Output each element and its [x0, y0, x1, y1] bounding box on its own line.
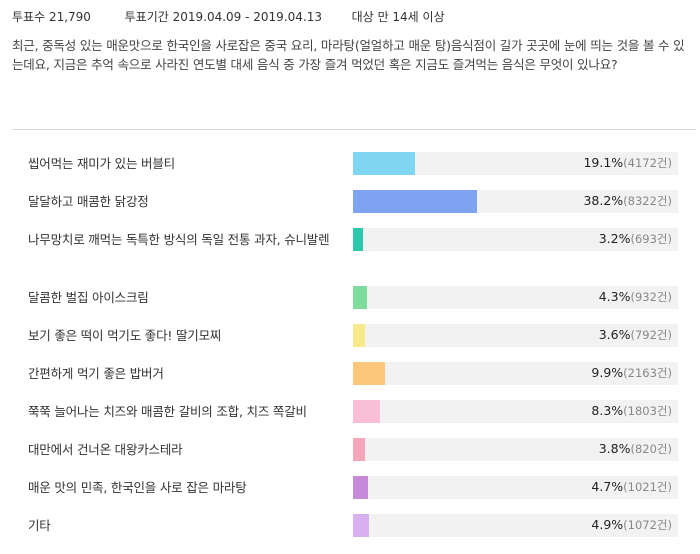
option-label[interactable]: 나무망치로 깨먹는 독특한 방식의 독일 전통 과자, 슈니발렌 [28, 232, 330, 247]
option-result: 4.9%(1072건) [591, 517, 672, 533]
option-bar-fill [353, 324, 365, 347]
poll-question: 최근, 중독성 있는 매운맛으로 한국인을 사로잡은 중국 요리, 마라탕(얼얼… [12, 38, 685, 72]
option-count: (8322건) [623, 194, 672, 208]
option-bar-track[interactable]: 3.8%(820건) [353, 438, 678, 461]
option-bar-track[interactable]: 4.9%(1072건) [353, 514, 678, 537]
period-label: 투표기간 [124, 10, 169, 24]
target-value: 만 14세 이상 [377, 10, 445, 24]
option-bar-track[interactable]: 19.1%(4172건) [353, 152, 678, 175]
option-count: (932건) [630, 290, 672, 304]
option-bar-track[interactable]: 9.9%(2163건) [353, 362, 678, 385]
option-bar-fill [353, 438, 366, 461]
option-result: 3.6%(792건) [599, 327, 672, 343]
option-bar-fill [353, 286, 367, 309]
period-value: 2019.04.09 - 2019.04.13 [172, 10, 322, 24]
option-result: 4.7%(1021건) [591, 479, 672, 495]
option-label[interactable]: 쭉쭉 늘어나는 치즈와 매콤한 갈비의 조합, 치즈 쪽갈비 [28, 404, 307, 419]
option-percent: 3.8% [598, 441, 631, 456]
option-count: (4172건) [623, 156, 672, 170]
option-percent: 4.9% [591, 517, 624, 532]
option-bar-fill [353, 514, 369, 537]
option-count: (693건) [630, 232, 672, 246]
option-label[interactable]: 매운 맛의 민족, 한국인을 사로 잡은 마라탕 [28, 480, 247, 495]
option-label[interactable]: 달달하고 매콤한 닭강정 [28, 194, 149, 209]
option-count: (1072건) [623, 518, 672, 532]
option-count: (820건) [630, 442, 672, 456]
poll-meta: 투표수 21,790 투표기간 2019.04.09 - 2019.04.13 … [12, 8, 445, 25]
option-percent: 3.2% [598, 231, 631, 246]
option-result: 19.1%(4172건) [583, 155, 672, 171]
option-count: (1021건) [623, 480, 672, 494]
option-result: 3.2%(693건) [599, 231, 672, 247]
option-bar-fill [353, 362, 386, 385]
option-bar-fill [353, 190, 477, 213]
option-result: 4.3%(932건) [599, 289, 672, 305]
option-bar-fill [353, 152, 415, 175]
option-bar-track[interactable]: 3.6%(792건) [353, 324, 678, 347]
option-percent: 3.6% [598, 327, 631, 342]
option-bar-track[interactable]: 4.7%(1021건) [353, 476, 678, 499]
option-count: (2163건) [623, 366, 672, 380]
option-bar-track[interactable]: 3.2%(693건) [353, 228, 678, 251]
target-label: 대상 [351, 10, 374, 24]
option-percent: 4.3% [598, 289, 631, 304]
option-percent: 4.7% [591, 479, 624, 494]
option-label[interactable]: 간편하게 먹기 좋은 밥버거 [28, 366, 164, 381]
option-percent: 19.1% [583, 155, 624, 170]
option-bar-fill [353, 476, 369, 499]
option-bar-track[interactable]: 8.3%(1803건) [353, 400, 678, 423]
option-count: (792건) [630, 328, 672, 342]
option-label[interactable]: 달콤한 벌집 아이스크림 [28, 290, 149, 305]
votes-value: 21,790 [48, 10, 91, 24]
option-bar-track[interactable]: 38.2%(8322건) [353, 190, 678, 213]
option-label[interactable]: 대만에서 건너온 대왕카스테라 [28, 442, 183, 457]
option-percent: 9.9% [591, 365, 624, 380]
option-percent: 38.2% [583, 193, 624, 208]
option-result: 3.8%(820건) [599, 441, 672, 457]
option-result: 8.3%(1803건) [591, 403, 672, 419]
option-result: 9.9%(2163건) [591, 365, 672, 381]
votes-label: 투표수 [12, 10, 46, 24]
option-bar-fill [353, 228, 364, 251]
option-label[interactable]: 보기 좋은 떡이 먹기도 좋다! 딸기모찌 [28, 328, 222, 343]
option-bar-fill [353, 400, 380, 423]
option-percent: 8.3% [591, 403, 624, 418]
option-result: 38.2%(8322건) [583, 193, 672, 209]
option-label[interactable]: 기타 [28, 518, 51, 533]
option-count: (1803건) [623, 404, 672, 418]
option-bar-track[interactable]: 4.3%(932건) [353, 286, 678, 309]
option-label[interactable]: 씹어먹는 재미가 있는 버블티 [28, 156, 175, 171]
divider [12, 129, 696, 130]
